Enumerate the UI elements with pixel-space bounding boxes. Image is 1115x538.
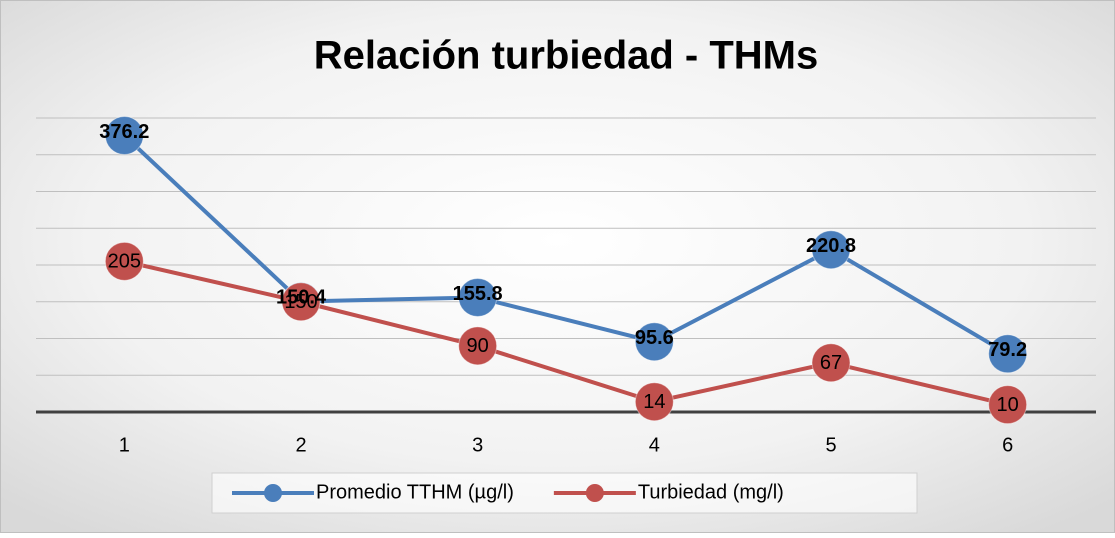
data-label: 155.8 [453, 283, 503, 305]
data-point [458, 326, 498, 366]
legend-marker [264, 484, 282, 502]
series-line [122, 134, 1009, 356]
data-label: 67 [820, 352, 842, 374]
legend-label: Promedio TTHM (µg/l) [316, 481, 514, 503]
x-tick-label: 6 [1002, 434, 1013, 456]
data-label: 205 [108, 251, 141, 273]
data-point [811, 343, 851, 383]
data-point [988, 385, 1028, 425]
data-point [104, 241, 144, 281]
legend-label: Turbiedad (mg/l) [638, 481, 784, 503]
data-point [811, 230, 851, 270]
data-point [634, 382, 674, 422]
data-label: 376.2 [99, 121, 149, 143]
data-label: 79.2 [988, 339, 1027, 361]
data-label: 10 [997, 394, 1019, 416]
data-label: 150 [284, 291, 317, 313]
data-label: 14 [643, 391, 665, 413]
legend-marker [585, 484, 604, 502]
x-tick-label: 3 [472, 434, 483, 456]
data-point [988, 334, 1028, 374]
x-tick-label: 4 [649, 434, 660, 456]
x-tick-label: 1 [119, 434, 130, 456]
data-label: 95.6 [635, 327, 674, 349]
series-line [123, 259, 1009, 407]
data-point [634, 322, 674, 362]
data-point [458, 277, 498, 317]
x-tick-label: 2 [295, 434, 306, 456]
data-point [104, 115, 144, 155]
x-tick-label: 5 [825, 434, 836, 456]
data-label: 220.8 [806, 235, 856, 257]
data-label: 150.4 [276, 287, 327, 309]
data-label: 90 [467, 335, 489, 357]
data-point [281, 282, 321, 322]
chart-title: Relación turbiedad - THMs [314, 34, 819, 78]
